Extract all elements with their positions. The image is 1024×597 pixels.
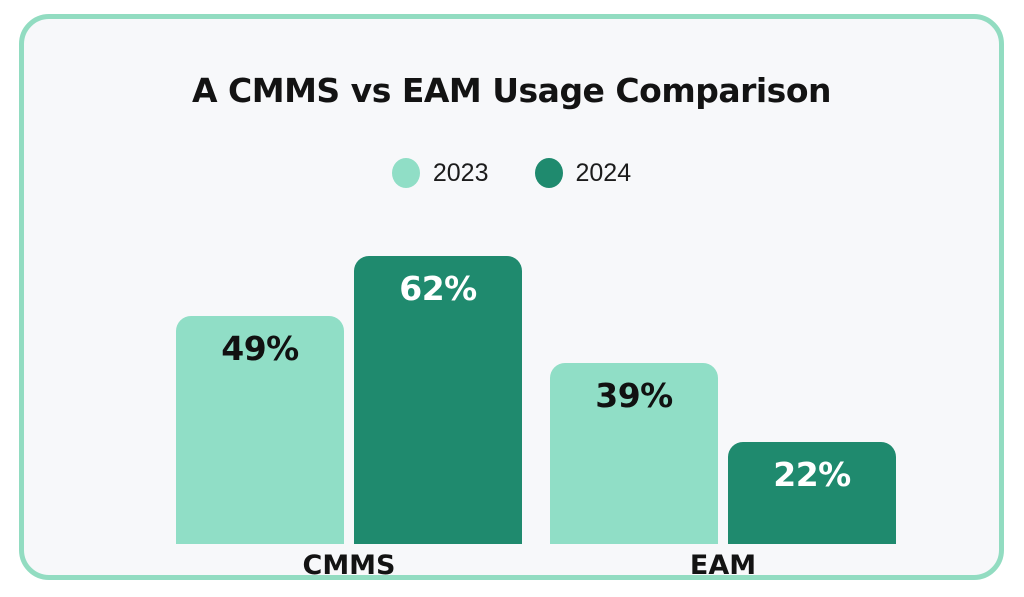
chart-title: A CMMS vs EAM Usage Comparison xyxy=(192,71,832,110)
bar-value-label: 22% xyxy=(773,455,851,494)
legend-item-2023: 2023 xyxy=(391,158,489,188)
bar-value-label: 49% xyxy=(221,329,299,368)
bar-cmms-2023: 49% xyxy=(176,316,344,544)
legend-label: 2024 xyxy=(575,158,632,187)
chart-card: A CMMS vs EAM Usage Comparison 2023 2024 … xyxy=(19,14,1004,581)
legend-dot-icon xyxy=(391,158,420,188)
bar-eam-2024: 22% xyxy=(728,442,896,544)
category-label-cmms: CMMS xyxy=(302,550,396,581)
legend-dot-icon xyxy=(534,158,563,188)
legend-item-2024: 2024 xyxy=(534,158,632,188)
legend-label: 2023 xyxy=(432,158,489,187)
bar-cmms-2024: 62% xyxy=(354,256,522,544)
bar-value-label: 62% xyxy=(399,269,477,308)
legend: 2023 2024 xyxy=(24,158,999,188)
category-label-eam: EAM xyxy=(689,550,757,581)
bar-eam-2023: 39% xyxy=(550,363,718,544)
bar-value-label: 39% xyxy=(595,376,673,415)
